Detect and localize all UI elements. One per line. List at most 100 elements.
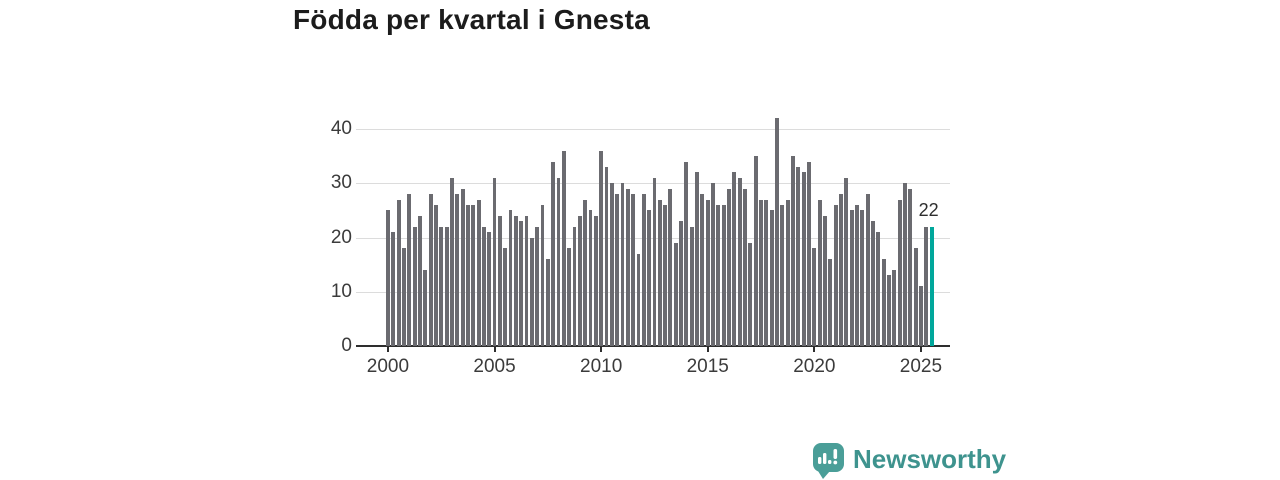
bar [823, 215, 827, 346]
bar [759, 199, 763, 346]
bar [439, 226, 444, 346]
bar [492, 177, 497, 346]
bar [764, 199, 769, 346]
bar [599, 150, 604, 346]
bar [865, 194, 870, 346]
bar [487, 232, 492, 346]
bar-value-label: 22 [918, 199, 939, 220]
bar [508, 210, 513, 346]
bar [679, 221, 684, 346]
chart-title: Födda per kvartal i Gnesta [293, 4, 650, 35]
bar [663, 204, 668, 346]
plot-area: 22 [356, 118, 950, 346]
bar [657, 199, 662, 346]
bar [684, 161, 689, 346]
bar [631, 194, 636, 346]
bar [924, 226, 929, 346]
bar [567, 248, 572, 346]
bar [588, 210, 593, 346]
bar [647, 210, 652, 346]
y-tick-label: 20 [330, 226, 352, 248]
x-axis-tick [600, 347, 603, 352]
bar [407, 194, 412, 346]
bar [908, 188, 913, 346]
bar [732, 172, 737, 346]
bar [801, 172, 806, 346]
bar [849, 210, 854, 346]
bar [481, 226, 486, 346]
bar [433, 204, 438, 346]
bar [705, 199, 710, 346]
bar [716, 204, 721, 346]
x-tick-label: 2025 [899, 356, 943, 377]
bar [700, 194, 705, 346]
x-tick-label: 2005 [473, 356, 516, 377]
bar [583, 199, 588, 346]
x-tick-label: 2020 [793, 356, 836, 377]
bar [796, 166, 801, 346]
bar [743, 188, 747, 346]
bar [871, 221, 875, 346]
bar [561, 150, 566, 346]
bar [524, 215, 529, 346]
bar [855, 204, 859, 346]
bar [785, 199, 790, 346]
bar [428, 194, 433, 346]
bar [860, 210, 865, 346]
grid-line [356, 129, 950, 130]
bar [817, 199, 822, 346]
bar [572, 226, 577, 346]
bar [556, 177, 561, 346]
bar [444, 226, 449, 346]
bar [503, 248, 508, 346]
bar [807, 161, 811, 346]
bar [828, 259, 833, 346]
x-axis-tick [386, 347, 389, 352]
bar [711, 183, 716, 346]
bar [775, 118, 779, 346]
y-tick-label: 40 [330, 118, 352, 139]
bar [396, 199, 401, 346]
bar [497, 215, 502, 346]
x-tick-label: 2010 [580, 356, 623, 377]
x-axis-tick [813, 347, 816, 352]
bar [540, 204, 545, 346]
bar [460, 188, 465, 346]
x-axis-tick [706, 347, 709, 352]
bar [887, 275, 891, 346]
bar [471, 204, 476, 346]
x-axis-line [356, 345, 950, 347]
bar [913, 248, 918, 346]
bar [609, 183, 614, 346]
bar [695, 172, 700, 346]
bar [753, 156, 758, 346]
bar [620, 183, 625, 346]
bar [636, 253, 641, 346]
bar [897, 199, 902, 346]
newsworthy-logo: Newsworthy [813, 443, 1007, 479]
bar [812, 248, 817, 346]
bar [615, 194, 620, 346]
bar [455, 194, 460, 346]
bar [903, 183, 907, 346]
bar [833, 204, 838, 346]
bar [604, 166, 609, 346]
bar [748, 242, 753, 346]
brand-name: Newsworthy [853, 444, 1007, 474]
bar [780, 204, 785, 346]
bar [423, 270, 428, 346]
highlighted-bar [929, 226, 934, 346]
x-axis-tick [919, 347, 922, 352]
bar [652, 177, 657, 346]
y-tick-label: 30 [330, 172, 352, 194]
bar [641, 194, 646, 346]
bar [577, 215, 582, 346]
bar [881, 259, 886, 346]
bar [386, 210, 390, 346]
bar [391, 232, 396, 346]
y-tick-label: 0 [341, 335, 352, 356]
bar [545, 259, 550, 346]
bar [721, 204, 726, 346]
bar [844, 177, 849, 346]
bar [919, 286, 923, 346]
